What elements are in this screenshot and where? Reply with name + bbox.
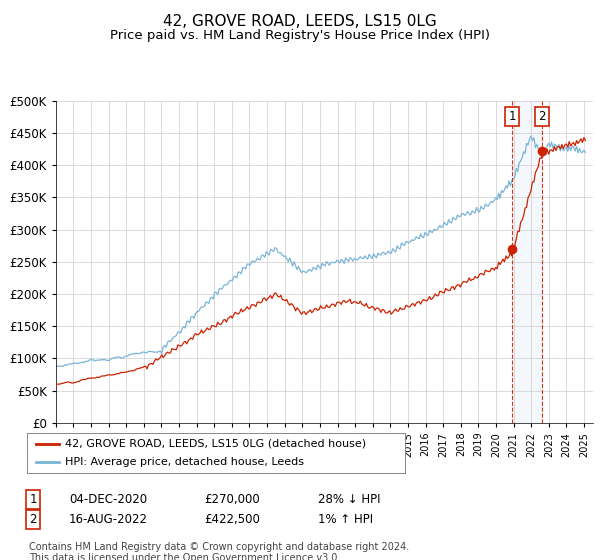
Text: £270,000: £270,000 xyxy=(204,493,260,506)
Text: 16-AUG-2022: 16-AUG-2022 xyxy=(69,513,148,526)
Text: £422,500: £422,500 xyxy=(204,513,260,526)
Text: 1% ↑ HPI: 1% ↑ HPI xyxy=(318,513,373,526)
Text: 42, GROVE ROAD, LEEDS, LS15 0LG (detached house): 42, GROVE ROAD, LEEDS, LS15 0LG (detache… xyxy=(65,439,366,449)
Text: HPI: Average price, detached house, Leeds: HPI: Average price, detached house, Leed… xyxy=(65,458,304,467)
Text: 04-DEC-2020: 04-DEC-2020 xyxy=(69,493,147,506)
Text: 1: 1 xyxy=(29,493,37,506)
Text: 42, GROVE ROAD, LEEDS, LS15 0LG: 42, GROVE ROAD, LEEDS, LS15 0LG xyxy=(163,14,437,29)
Text: 1: 1 xyxy=(508,110,516,123)
Text: Contains HM Land Registry data © Crown copyright and database right 2024.
This d: Contains HM Land Registry data © Crown c… xyxy=(29,542,409,560)
Bar xyxy=(512,101,542,423)
Text: Price paid vs. HM Land Registry's House Price Index (HPI): Price paid vs. HM Land Registry's House … xyxy=(110,29,490,42)
Text: 2: 2 xyxy=(29,513,37,526)
Text: 2: 2 xyxy=(538,110,546,123)
Text: 28% ↓ HPI: 28% ↓ HPI xyxy=(318,493,380,506)
